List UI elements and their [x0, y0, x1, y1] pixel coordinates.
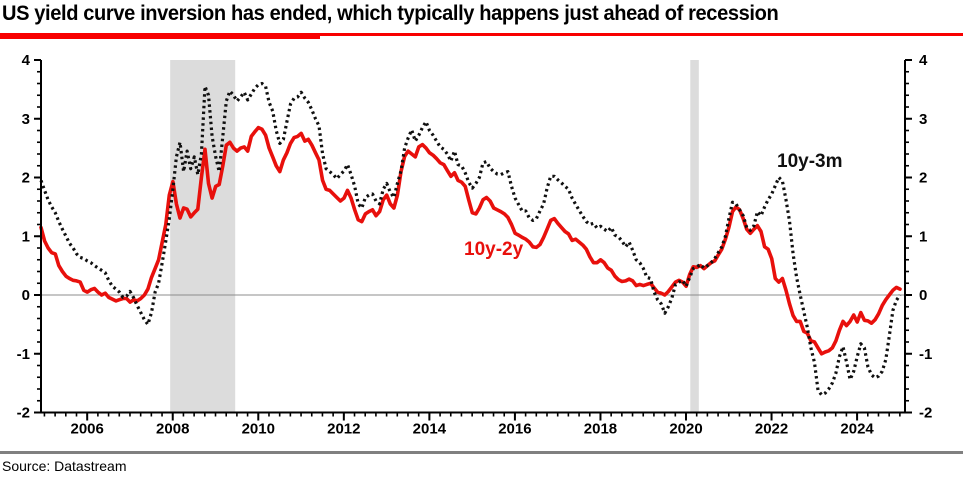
- y-axis-tick-label: 3: [919, 111, 927, 128]
- x-axis-tick-label: 2006: [71, 421, 104, 438]
- chart-title: US yield curve inversion has ended, whic…: [2, 2, 779, 25]
- footer-divider: [0, 451, 963, 454]
- x-axis-tick-label: 2012: [327, 421, 360, 438]
- series-line-10y-3m: [39, 81, 902, 397]
- y-axis-tick-label: -2: [17, 405, 30, 422]
- x-axis-tick-label: 2022: [755, 421, 788, 438]
- source-text: Source: Datastream: [2, 458, 127, 474]
- x-axis-tick-label: 2016: [498, 421, 531, 438]
- title-underline-thin: [320, 33, 963, 36]
- x-axis-tick-label: 2018: [584, 421, 617, 438]
- x-axis-tick-label: 2020: [669, 421, 702, 438]
- y-axis-tick-label: 4: [22, 52, 31, 69]
- y-axis-tick-label: -1: [919, 346, 932, 363]
- x-axis-tick-label: 2014: [413, 421, 447, 438]
- y-axis-tick-label: 4: [919, 52, 928, 69]
- y-axis-tick-label: -2: [919, 405, 932, 422]
- series-label-10y-3m: 10y-3m: [777, 151, 843, 172]
- series-line-10y-2y: [39, 125, 902, 356]
- y-axis-tick-label: 2: [22, 170, 30, 187]
- x-axis-tick-label: 2010: [242, 421, 275, 438]
- x-axis-tick-label: 2008: [156, 421, 189, 438]
- y-axis-tick-label: -1: [17, 346, 30, 363]
- y-axis-tick-label: 0: [919, 287, 927, 304]
- recession-band: [690, 60, 699, 413]
- y-axis-tick-label: 0: [22, 287, 30, 304]
- y-axis-tick-label: 1: [22, 228, 30, 245]
- y-axis-tick-label: 2: [919, 170, 927, 187]
- y-axis-tick-label: 1: [919, 228, 927, 245]
- x-axis-tick-label: 2024: [840, 421, 874, 438]
- y-axis-tick-label: 3: [22, 111, 30, 128]
- title-underline-thick: [0, 33, 320, 39]
- series-label-10y-2y: 10y-2y: [464, 239, 524, 260]
